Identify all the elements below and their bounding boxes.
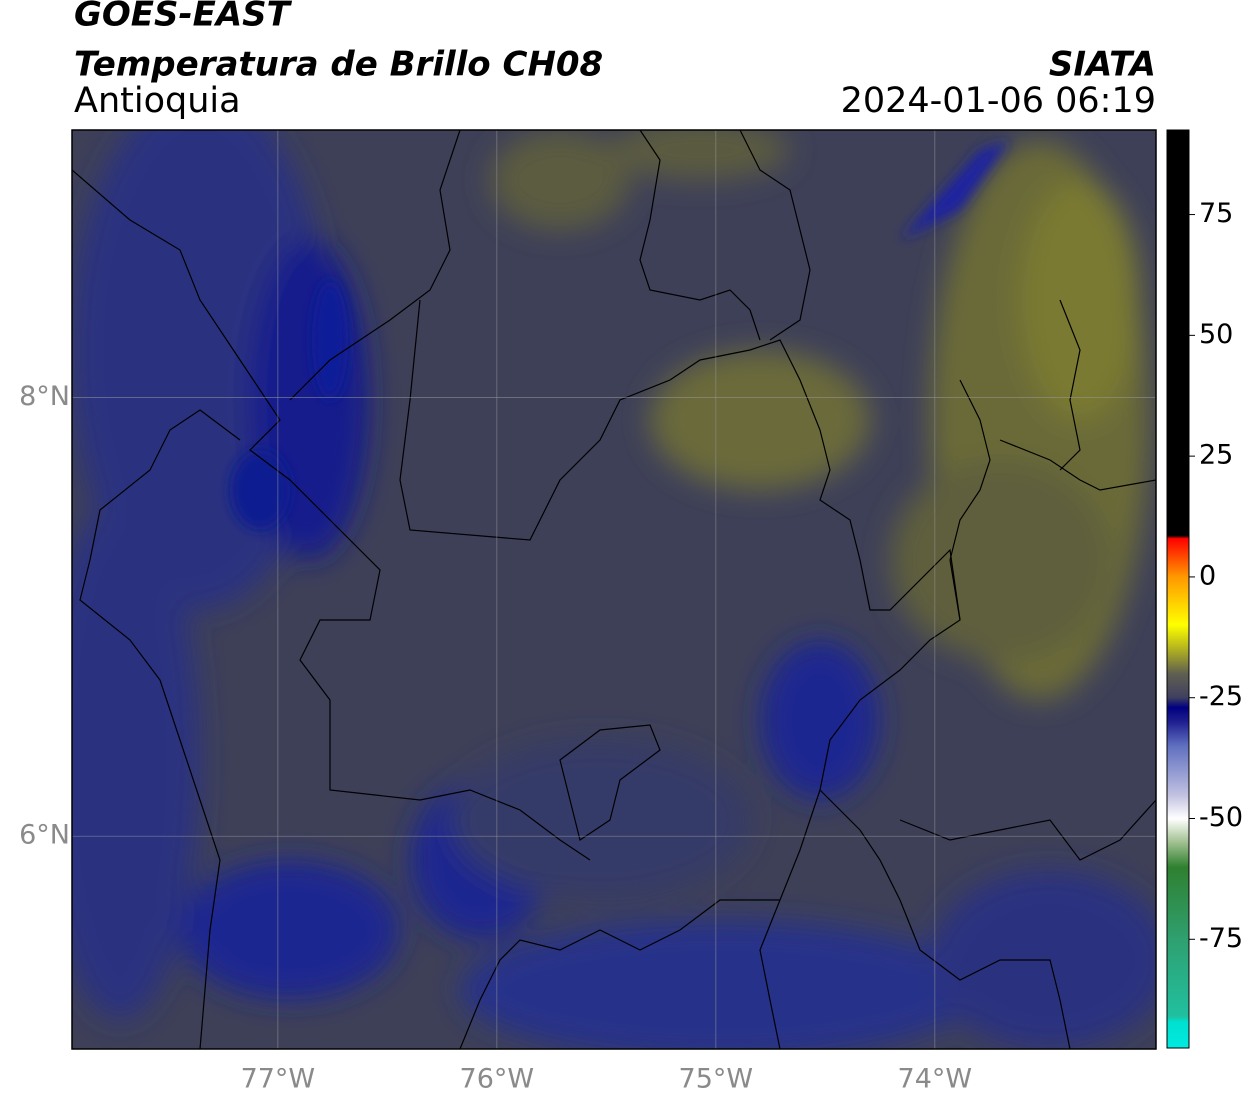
colorbar-tick-label: 75 xyxy=(1199,198,1233,229)
x-tick-label: 77°W xyxy=(241,1064,316,1095)
colorbar-tick-label: -50 xyxy=(1199,802,1243,833)
y-tick-label: 8°N xyxy=(19,381,70,412)
satellite-image xyxy=(72,130,1156,1049)
x-tick-label: 74°W xyxy=(898,1064,973,1095)
borders xyxy=(72,130,1156,1049)
grid xyxy=(72,130,1156,1049)
colorbar-tick-label: 50 xyxy=(1199,319,1233,350)
subtitle: Temperatura de Brillo CH08 xyxy=(74,45,603,85)
x-tick-label: 76°W xyxy=(460,1064,535,1095)
x-tick-label: 75°W xyxy=(679,1064,754,1095)
title: GOES-EAST xyxy=(74,0,293,35)
datetime: 2024-01-06 06:19 xyxy=(841,81,1156,121)
y-tick-label: 6°N xyxy=(19,820,70,851)
source: SIATA xyxy=(1049,45,1156,85)
colorbar-tick-label: 25 xyxy=(1199,440,1233,471)
colorbar xyxy=(1166,129,1190,1049)
colorbar-tick-label: -75 xyxy=(1199,923,1243,954)
map-frame xyxy=(71,129,1157,1050)
colorbar-tick-label: 0 xyxy=(1199,560,1216,591)
region: Antioquia xyxy=(74,81,241,121)
colorbar-tick-label: -25 xyxy=(1199,681,1243,712)
